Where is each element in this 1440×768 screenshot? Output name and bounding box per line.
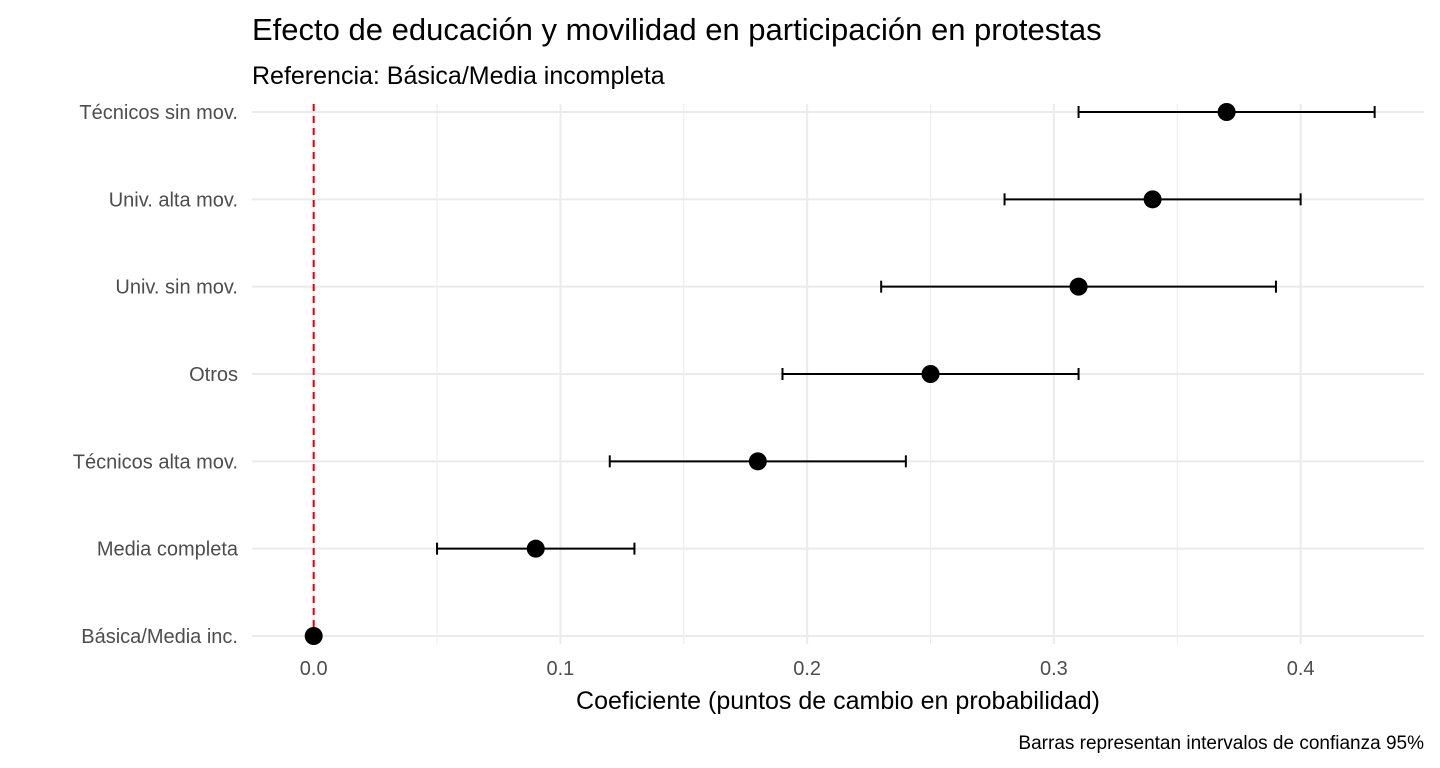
coefficient-point-0: [305, 627, 323, 645]
coefficient-point-5: [1144, 190, 1162, 208]
y-axis-tick-labels: Básica/Media inc. Media completa Técnicos …: [73, 102, 239, 648]
y-tick-label-0: Básica/Media inc.: [81, 626, 238, 648]
y-tick-label-4: Univ. sin mov.: [115, 277, 238, 299]
y-tick-label-3: Otros: [189, 364, 238, 386]
coefficient-point-6: [1218, 103, 1236, 121]
x-axis-tick-labels: 0.0 0.1 0.2 0.3 0.4: [300, 658, 1315, 680]
coefficient-point-2: [749, 452, 767, 470]
y-tick-label-2: Técnicos alta mov.: [73, 451, 238, 473]
error-bars: [437, 106, 1375, 555]
x-tick-label-3: 0.3: [1040, 658, 1068, 680]
y-tick-label-1: Media completa: [97, 539, 239, 561]
coefficient-point-4: [1070, 278, 1088, 296]
coefficient-point-1: [527, 540, 545, 558]
x-tick-label-0: 0.0: [300, 658, 328, 680]
x-tick-label-1: 0.1: [547, 658, 575, 680]
x-tick-label-4: 0.4: [1287, 658, 1315, 680]
x-axis-label: Coeficiente (puntos de cambio en probabi…: [576, 687, 1100, 715]
y-tick-label-6: Técnicos sin mov.: [79, 102, 238, 124]
x-tick-label-2: 0.2: [793, 658, 821, 680]
coefficient-point-3: [922, 365, 940, 383]
chart-caption: Barras representan intervalos de confian…: [1018, 733, 1424, 754]
chart-title: Efecto de educación y movilidad en parti…: [252, 12, 1102, 47]
chart-subtitle: Referencia: Básica/Media incompleta: [252, 62, 665, 90]
y-tick-label-5: Univ. alta mov.: [109, 189, 238, 211]
